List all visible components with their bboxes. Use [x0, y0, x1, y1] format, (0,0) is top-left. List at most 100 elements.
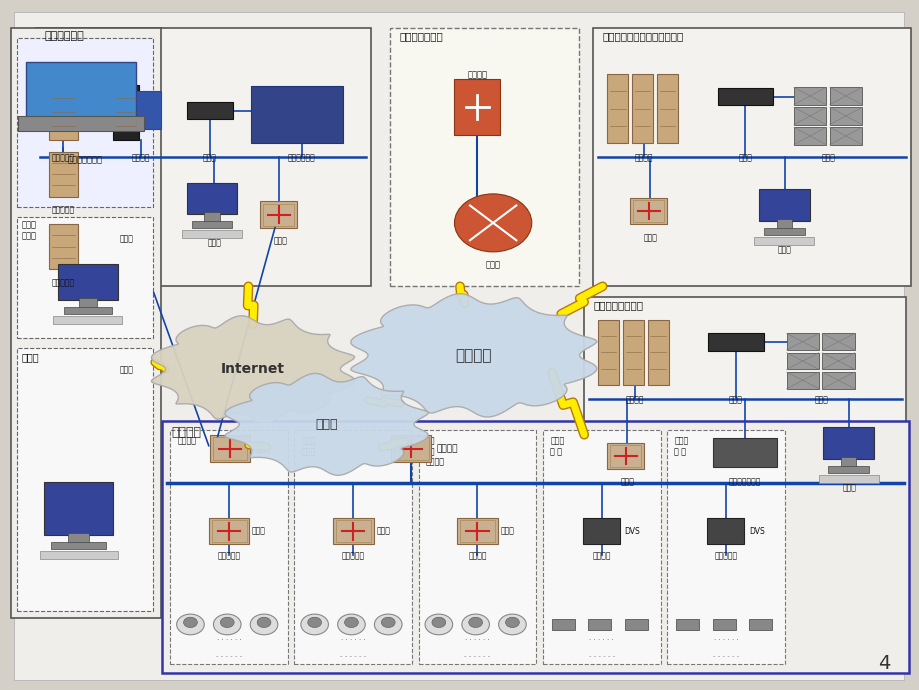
FancyBboxPatch shape	[44, 482, 113, 535]
Text: - - - - - -: - - - - - -	[588, 653, 614, 658]
FancyBboxPatch shape	[675, 619, 698, 630]
Text: 体育场
围 墙: 体育场 围 墙	[550, 437, 563, 456]
Text: - - - - - -: - - - - - -	[216, 653, 242, 658]
Circle shape	[469, 618, 482, 628]
FancyBboxPatch shape	[79, 298, 96, 308]
FancyBboxPatch shape	[260, 201, 297, 228]
FancyBboxPatch shape	[793, 128, 825, 145]
Text: 第三方系统接入: 第三方系统接入	[399, 31, 443, 41]
Text: 客户端: 客户端	[841, 483, 856, 492]
FancyBboxPatch shape	[162, 421, 908, 673]
Text: 停车场
机 房: 停车场 机 房	[674, 437, 687, 456]
FancyBboxPatch shape	[418, 430, 536, 664]
Text: 总交换机: 总交换机	[436, 444, 457, 453]
Circle shape	[250, 614, 278, 635]
FancyBboxPatch shape	[656, 75, 677, 144]
FancyBboxPatch shape	[593, 28, 910, 286]
FancyBboxPatch shape	[786, 353, 818, 369]
FancyBboxPatch shape	[390, 28, 578, 286]
Text: - - - - - -: - - - - - -	[340, 653, 366, 658]
FancyBboxPatch shape	[822, 333, 854, 350]
Circle shape	[381, 618, 395, 628]
Text: 交换机: 交换机	[642, 233, 657, 242]
Circle shape	[498, 614, 526, 635]
Text: 县教育局监控中心: 县教育局监控中心	[593, 300, 642, 310]
FancyBboxPatch shape	[457, 518, 497, 544]
FancyBboxPatch shape	[786, 333, 818, 350]
FancyBboxPatch shape	[666, 430, 784, 664]
FancyBboxPatch shape	[822, 353, 854, 369]
FancyBboxPatch shape	[26, 62, 136, 117]
FancyBboxPatch shape	[749, 619, 772, 630]
FancyBboxPatch shape	[14, 12, 903, 680]
Text: 客户端: 客户端	[777, 245, 791, 254]
FancyBboxPatch shape	[630, 198, 666, 224]
Text: 客户端: 客户端	[119, 366, 134, 375]
Circle shape	[257, 618, 270, 628]
Text: 局域网: 局域网	[315, 418, 337, 431]
FancyBboxPatch shape	[822, 372, 854, 388]
FancyBboxPatch shape	[607, 75, 628, 144]
Text: 解码器: 解码器	[728, 395, 743, 404]
Circle shape	[461, 614, 489, 635]
FancyBboxPatch shape	[212, 437, 247, 460]
FancyBboxPatch shape	[40, 551, 118, 559]
Text: 大屏分路显示: 大屏分路显示	[288, 154, 315, 163]
Text: 红外摄像机: 红外摄像机	[713, 551, 737, 560]
FancyBboxPatch shape	[294, 430, 412, 664]
Text: Internet: Internet	[221, 362, 285, 376]
Circle shape	[337, 614, 365, 635]
FancyBboxPatch shape	[631, 75, 652, 144]
FancyBboxPatch shape	[607, 443, 643, 469]
Text: 省、市教育部门管理监控中心: 省、市教育部门管理监控中心	[602, 31, 683, 41]
Text: · · · · · ·: · · · · · ·	[713, 637, 737, 642]
FancyBboxPatch shape	[632, 200, 664, 222]
FancyBboxPatch shape	[391, 435, 431, 462]
FancyBboxPatch shape	[708, 333, 763, 351]
FancyBboxPatch shape	[17, 217, 153, 338]
Circle shape	[505, 618, 518, 628]
Circle shape	[374, 614, 402, 635]
FancyBboxPatch shape	[53, 316, 122, 324]
Text: - - - - - -: - - - - - -	[712, 653, 738, 658]
FancyBboxPatch shape	[588, 619, 611, 630]
Text: 解码器: 解码器	[202, 154, 217, 163]
Text: 电视墙: 电视墙	[821, 154, 835, 163]
FancyBboxPatch shape	[786, 372, 818, 388]
Text: 交换机: 交换机	[500, 526, 514, 536]
Text: 教管处
校长室: 教管处 校长室	[21, 221, 36, 240]
FancyBboxPatch shape	[609, 445, 641, 467]
Text: 电视墙: 电视墙	[813, 395, 828, 404]
FancyBboxPatch shape	[823, 428, 873, 459]
Text: 网络一体机: 网络一体机	[341, 551, 365, 560]
FancyBboxPatch shape	[211, 520, 246, 542]
Text: 智能分析服务器: 智能分析服务器	[728, 477, 761, 486]
Circle shape	[213, 614, 241, 635]
Circle shape	[308, 618, 322, 628]
Text: 网络高速球: 网络高速球	[217, 551, 241, 560]
Circle shape	[454, 194, 531, 252]
FancyBboxPatch shape	[597, 319, 618, 385]
FancyBboxPatch shape	[829, 128, 861, 145]
FancyBboxPatch shape	[17, 38, 153, 207]
FancyBboxPatch shape	[828, 466, 868, 473]
Text: 监控区域: 监控区域	[171, 426, 201, 440]
Text: 网络半球: 网络半球	[468, 551, 486, 560]
FancyBboxPatch shape	[35, 28, 370, 286]
Text: 交换机: 交换机	[619, 477, 634, 486]
Text: 路由器: 路由器	[485, 260, 500, 269]
FancyBboxPatch shape	[204, 212, 220, 222]
FancyBboxPatch shape	[793, 108, 825, 125]
Text: · · · · · ·: · · · · · ·	[589, 637, 613, 642]
FancyBboxPatch shape	[776, 219, 791, 229]
FancyBboxPatch shape	[754, 237, 813, 245]
Text: · · · · · ·: · · · · · ·	[341, 637, 365, 642]
FancyBboxPatch shape	[251, 86, 343, 144]
Text: 校大门口: 校大门口	[177, 437, 197, 446]
Text: 客户端: 客户端	[119, 235, 134, 244]
Text: 服务器群: 服务器群	[634, 154, 652, 163]
Circle shape	[184, 618, 198, 628]
Text: 交换机: 交换机	[273, 236, 288, 245]
FancyBboxPatch shape	[18, 116, 143, 131]
Text: 交换机: 交换机	[255, 444, 271, 453]
